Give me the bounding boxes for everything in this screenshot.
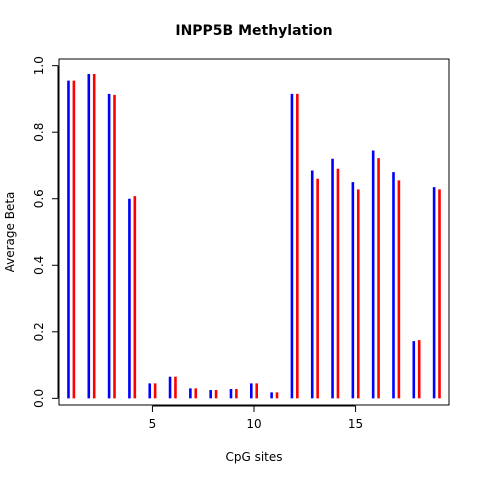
y-tick-label: 0.2 [32,322,46,341]
plot-frame [58,58,450,406]
x-tick-label: 5 [149,417,157,431]
y-tick-label: 0.4 [32,256,46,275]
bars-group [67,73,441,399]
y-tick-label: 0.6 [32,189,46,208]
x-axis-label: CpG sites [225,450,282,464]
y-axis: 0.0 0.2 0.4 0.6 0.8 1.0 [32,56,59,408]
chart-title: INPP5B Methylation [175,23,332,39]
y-tick-label: 1.0 [32,56,46,75]
y-tick-label: 0.0 [32,389,46,408]
x-tick-label: 10 [246,417,261,431]
y-tick-label: 0.8 [32,123,46,142]
y-axis-label: Average Beta [3,192,17,273]
x-tick-label: 15 [348,417,363,431]
x-axis: 5 10 15 [149,405,363,431]
